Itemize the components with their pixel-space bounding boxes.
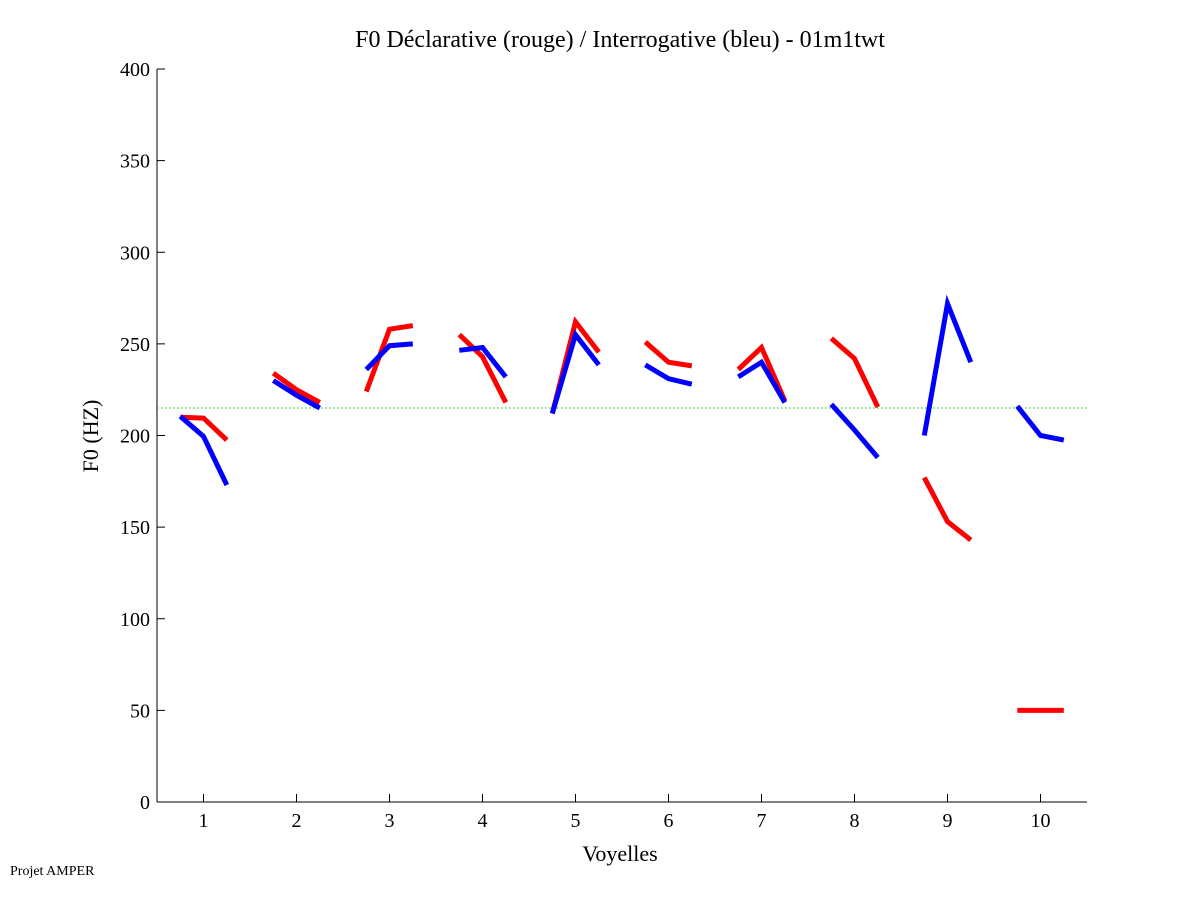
y-tick-label: 300 [120,242,150,264]
blue-segment-vowel-4 [459,344,508,379]
series-interrogative [178,294,1065,487]
x-tick-label: 2 [292,810,302,832]
blue-segment-vowel-7 [736,358,787,404]
credit-text: Projet AMPER [10,864,95,879]
blue-segment-vowel-3 [364,341,413,372]
y-tick-label: 200 [120,426,150,448]
x-tick-label: 5 [571,810,581,832]
x-axis-label: Voyelles [582,841,657,866]
y-tick-label: 150 [120,517,150,539]
blue-segment-vowel-10 [1015,404,1065,443]
red-segment-vowel-6 [643,340,693,369]
series-group [178,294,1065,713]
x-tick-label: 3 [385,810,395,832]
blue-segment-vowel-1 [178,414,230,487]
red-segment-vowel-7 [736,343,788,402]
red-segment-vowel-2 [271,371,322,405]
y-tick-label: 350 [120,151,150,173]
y-tick-label: 0 [140,792,150,814]
series-declarative [180,316,1064,713]
y-tick-label: 50 [130,700,150,722]
y-tick-label: 100 [120,609,150,631]
axes: 0 50 100 150 200 250 300 350 400 1 2 3 4 5 6 7 8 9 10 [120,59,1087,832]
red-segment-vowel-3 [363,323,414,393]
red-segment-vowel-9 [922,476,973,542]
x-tick-label: 8 [850,810,860,832]
x-tick-label: 1 [199,810,209,832]
x-tick-label: 9 [943,810,953,832]
blue-segment-vowel-2 [271,378,322,411]
x-tick-label: 4 [478,810,488,832]
chart-title: F0 Déclarative (rouge) / Interrogative (… [355,27,885,53]
x-tick-label: 6 [664,810,674,832]
y-axis-label: F0 (HZ) [78,400,103,473]
red-segment-vowel-8 [829,336,881,409]
red-segment-vowel-1 [180,414,229,442]
blue-segment-vowel-6 [644,362,693,387]
red-segment-vowel-4 [457,332,509,404]
y-tick-label: 400 [120,59,150,81]
blue-segment-vowel-9 [921,294,974,436]
x-tick-label: 10 [1031,810,1051,832]
y-tick-label: 250 [120,334,150,356]
blue-segment-vowel-5 [549,329,601,415]
x-tick-label: 7 [757,810,767,832]
blue-segment-vowel-8 [829,402,880,460]
